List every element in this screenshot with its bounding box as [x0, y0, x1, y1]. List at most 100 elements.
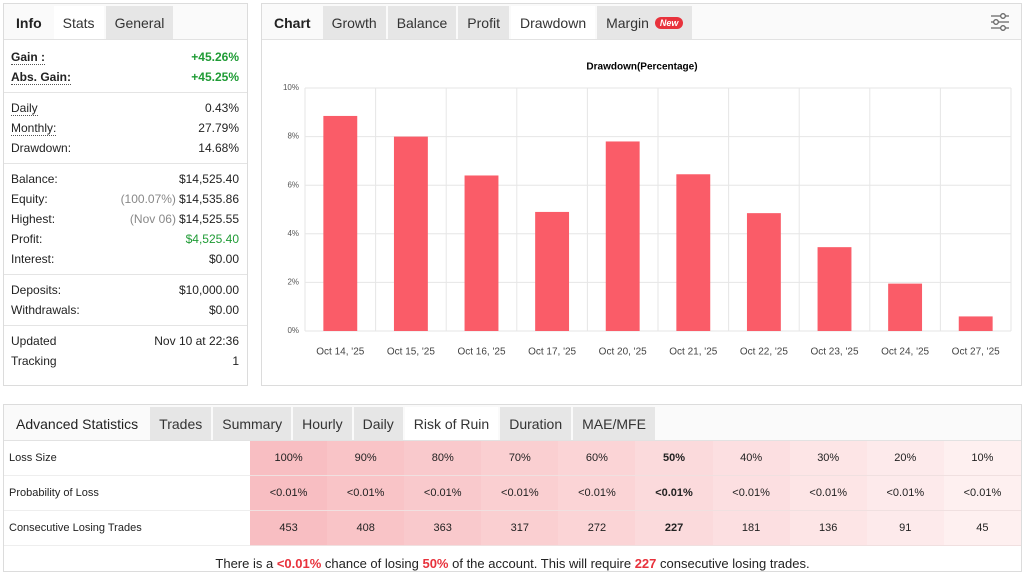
- tab[interactable]: Growth: [322, 6, 386, 39]
- stat-label: Profit:: [11, 232, 43, 246]
- table-cell: 10%: [943, 441, 1021, 476]
- tab-text: Growth: [331, 14, 377, 31]
- stat-label: Interest:: [11, 252, 55, 266]
- tab[interactable]: Margin New: [597, 6, 693, 39]
- settings-icon[interactable]: [989, 12, 1011, 32]
- tab[interactable]: Daily: [353, 407, 403, 440]
- stat-label: Tracking: [11, 354, 57, 368]
- y-tick-label: 10%: [283, 83, 299, 92]
- y-tick-label: 6%: [287, 180, 299, 189]
- panel-label: Advanced Statistics: [16, 415, 139, 432]
- table-cell: 227: [635, 510, 713, 546]
- tab[interactable]: General: [105, 6, 174, 39]
- x-tick-label: Oct 23, '25: [810, 347, 858, 358]
- row-label: Probability of Loss: [4, 475, 250, 511]
- tab-text: Balance: [396, 14, 448, 31]
- stats-group: Daily 0.43% Monthly: 27.79% Drawdown: 14.68%: [4, 93, 247, 164]
- x-tick-label: Oct 20, '25: [599, 347, 647, 358]
- tab[interactable]: Duration: [500, 407, 572, 440]
- table-cell: 45: [943, 510, 1021, 546]
- chart: Drawdown(Percentage) 0% 2% 4% 6% 8% 10% Oct 14…: [283, 62, 1012, 358]
- tab-text: Summary: [222, 415, 283, 432]
- tab-text: Hourly: [302, 415, 343, 432]
- stat-value-wrap: 27.79%: [198, 121, 239, 135]
- row-label: Consecutive Losing Trades: [4, 510, 250, 546]
- tab[interactable]: Summary: [213, 407, 292, 440]
- tab[interactable]: MAE/MFE: [573, 407, 655, 440]
- table-cell: 90%: [327, 441, 405, 476]
- table-cell: 453: [250, 510, 328, 546]
- sentence-text: chance of losing: [321, 556, 423, 571]
- bar: [676, 174, 711, 331]
- tab[interactable]: Hourly: [293, 407, 352, 440]
- stat-label: Deposits:: [11, 283, 62, 297]
- tab[interactable]: Profit: [458, 6, 509, 39]
- sentence-text: of the account. This will require: [448, 556, 635, 571]
- table-cell: <0.01%: [789, 475, 867, 511]
- x-tick-label: Oct 16, '25: [457, 347, 505, 358]
- tab-text: Duration: [509, 415, 563, 432]
- table-cell: 80%: [404, 441, 482, 476]
- table-cell: 40%: [712, 441, 790, 476]
- stat-value-wrap: +45.25%: [191, 70, 239, 84]
- x-tick-label: Oct 14, '25: [316, 347, 364, 358]
- tab[interactable]: Balance: [387, 6, 457, 39]
- table-cell: 30%: [789, 441, 867, 476]
- stat-value: 14.68%: [198, 141, 239, 155]
- tab[interactable]: Risk of Ruin: [404, 407, 499, 440]
- tab-text: General: [114, 14, 165, 31]
- sentence-text: There is a: [215, 556, 277, 571]
- stat-value: +45.26%: [191, 50, 239, 64]
- stat-value: 1: [232, 354, 239, 368]
- stats-group: Deposits: $10,000.00 Withdrawals: $0.00: [4, 275, 247, 326]
- x-tick-label: Oct 24, '25: [881, 347, 929, 358]
- tab-text: Risk of Ruin: [413, 415, 490, 432]
- x-tick-label: Oct 17, '25: [528, 347, 576, 358]
- table-cell: 317: [481, 510, 559, 546]
- stat-label: Daily: [11, 100, 38, 116]
- table-row: Consecutive Losing Trades 453 408 363 317 272…: [4, 510, 1021, 546]
- stat-value-wrap: $4,525.40: [186, 232, 239, 246]
- badge: New: [654, 16, 684, 29]
- stats-row: Daily 0.43%: [4, 98, 247, 118]
- tab[interactable]: Trades: [150, 407, 212, 440]
- tab-bar: Info Stats General: [4, 4, 247, 40]
- stat-note: (100.07%): [120, 192, 176, 206]
- stat-value: Nov 10 at 22:36: [154, 334, 239, 348]
- table-cell: <0.01%: [481, 475, 559, 511]
- tab[interactable]: Stats: [53, 6, 104, 39]
- table-row: Loss Size 100% 90% 80% 70% 60% 50% 40% 30% 20% 10%: [4, 441, 1021, 476]
- table-cell: 20%: [866, 441, 944, 476]
- stat-label: Equity:: [11, 192, 48, 206]
- stat-label: Abs. Gain:: [11, 69, 72, 85]
- table-cell: 70%: [481, 441, 559, 476]
- sentence-text: consecutive losing trades.: [656, 556, 810, 571]
- stat-value-wrap: $0.00: [209, 252, 239, 266]
- bar: [746, 213, 781, 331]
- bar: [888, 283, 923, 331]
- table-cell: 408: [327, 510, 405, 546]
- x-tick-label: Oct 27, '25: [952, 347, 1000, 358]
- tab-text: Margin: [606, 14, 649, 31]
- tab-text: Daily: [362, 415, 394, 432]
- y-tick-label: 8%: [287, 132, 299, 141]
- chart-title: Drawdown(Percentage): [586, 62, 697, 73]
- bar: [535, 211, 570, 331]
- stat-value: 0.43%: [204, 101, 239, 115]
- bar: [323, 115, 358, 331]
- table-cell: <0.01%: [327, 475, 405, 511]
- chart-panel: Chart Growth Balance Profit Drawdown Margin N…: [261, 3, 1022, 386]
- tab[interactable]: Drawdown: [510, 6, 596, 39]
- row-label: Loss Size: [4, 441, 250, 476]
- bar: [464, 175, 499, 331]
- stats-row: Highest: (Nov 06) $14,525.55: [4, 209, 247, 229]
- risk-table: Loss Size 100% 90% 80% 70% 60% 50% 40% 30% 20% 10%…: [4, 441, 1021, 546]
- stat-value: $14,525.55: [178, 212, 239, 226]
- y-tick-label: 0%: [287, 326, 299, 335]
- stats-row: Interest: $0.00: [4, 249, 247, 269]
- stats-row: Profit: $4,525.40: [4, 229, 247, 249]
- stat-value-wrap: $0.00: [209, 303, 239, 317]
- stats-row: Drawdown: 14.68%: [4, 138, 247, 158]
- table-cell: 181: [712, 510, 790, 546]
- table-row: Probability of Loss <0.01% <0.01% <0.01% <0.…: [4, 475, 1021, 511]
